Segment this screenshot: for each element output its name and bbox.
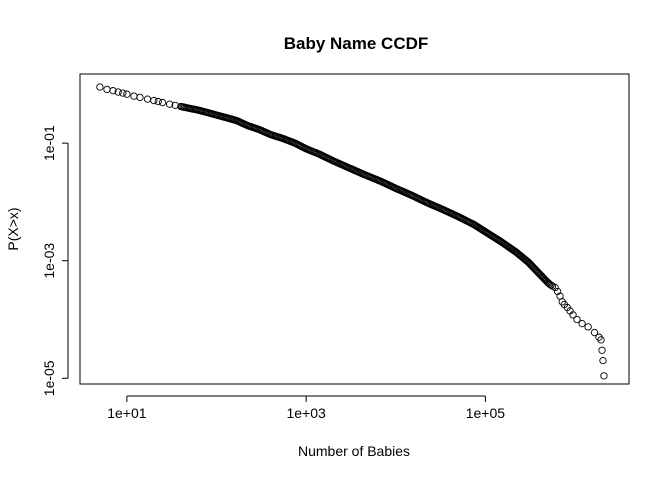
data-point bbox=[123, 90, 131, 98]
data-point bbox=[103, 85, 111, 94]
plot-frame bbox=[79, 73, 630, 385]
x-axis-label: Number of Babies bbox=[298, 443, 410, 459]
data-point bbox=[554, 287, 562, 296]
data-point bbox=[154, 97, 162, 106]
y-axis-label: P(X>x) bbox=[5, 207, 21, 250]
y-tick-label: 1e-03 bbox=[41, 243, 57, 279]
x-tick-label: 1e+03 bbox=[286, 405, 326, 421]
chart-title: Baby Name CCDF bbox=[284, 34, 429, 53]
data-points bbox=[96, 83, 608, 380]
data-point bbox=[569, 311, 577, 319]
data-point bbox=[119, 89, 127, 97]
data-point bbox=[597, 336, 605, 344]
data-point bbox=[171, 101, 179, 109]
data-point bbox=[547, 281, 555, 289]
data-point bbox=[96, 83, 104, 91]
data-point bbox=[584, 323, 592, 331]
data-point bbox=[600, 372, 608, 380]
x-tick-label: 1e+01 bbox=[107, 405, 147, 421]
y-axis: 1e-01 1e-03 1e-05 bbox=[41, 125, 69, 396]
y-tick-label: 1e-01 bbox=[41, 125, 57, 161]
data-point bbox=[136, 93, 144, 102]
x-tick-label: 1e+05 bbox=[466, 405, 506, 421]
data-point bbox=[150, 96, 158, 105]
data-point bbox=[598, 346, 606, 354]
data-point bbox=[590, 328, 599, 337]
y-tick-label: 1e-05 bbox=[41, 360, 57, 396]
data-point bbox=[158, 98, 167, 107]
data-point bbox=[578, 320, 586, 328]
data-point bbox=[130, 92, 138, 100]
data-point bbox=[114, 88, 122, 96]
data-point bbox=[551, 283, 559, 292]
data-point bbox=[599, 356, 607, 365]
data-point bbox=[165, 100, 174, 108]
data-point bbox=[143, 95, 152, 103]
data-point bbox=[573, 315, 581, 324]
data-point bbox=[109, 87, 117, 95]
x-axis: 1e+01 1e+03 1e+05 bbox=[107, 395, 506, 421]
